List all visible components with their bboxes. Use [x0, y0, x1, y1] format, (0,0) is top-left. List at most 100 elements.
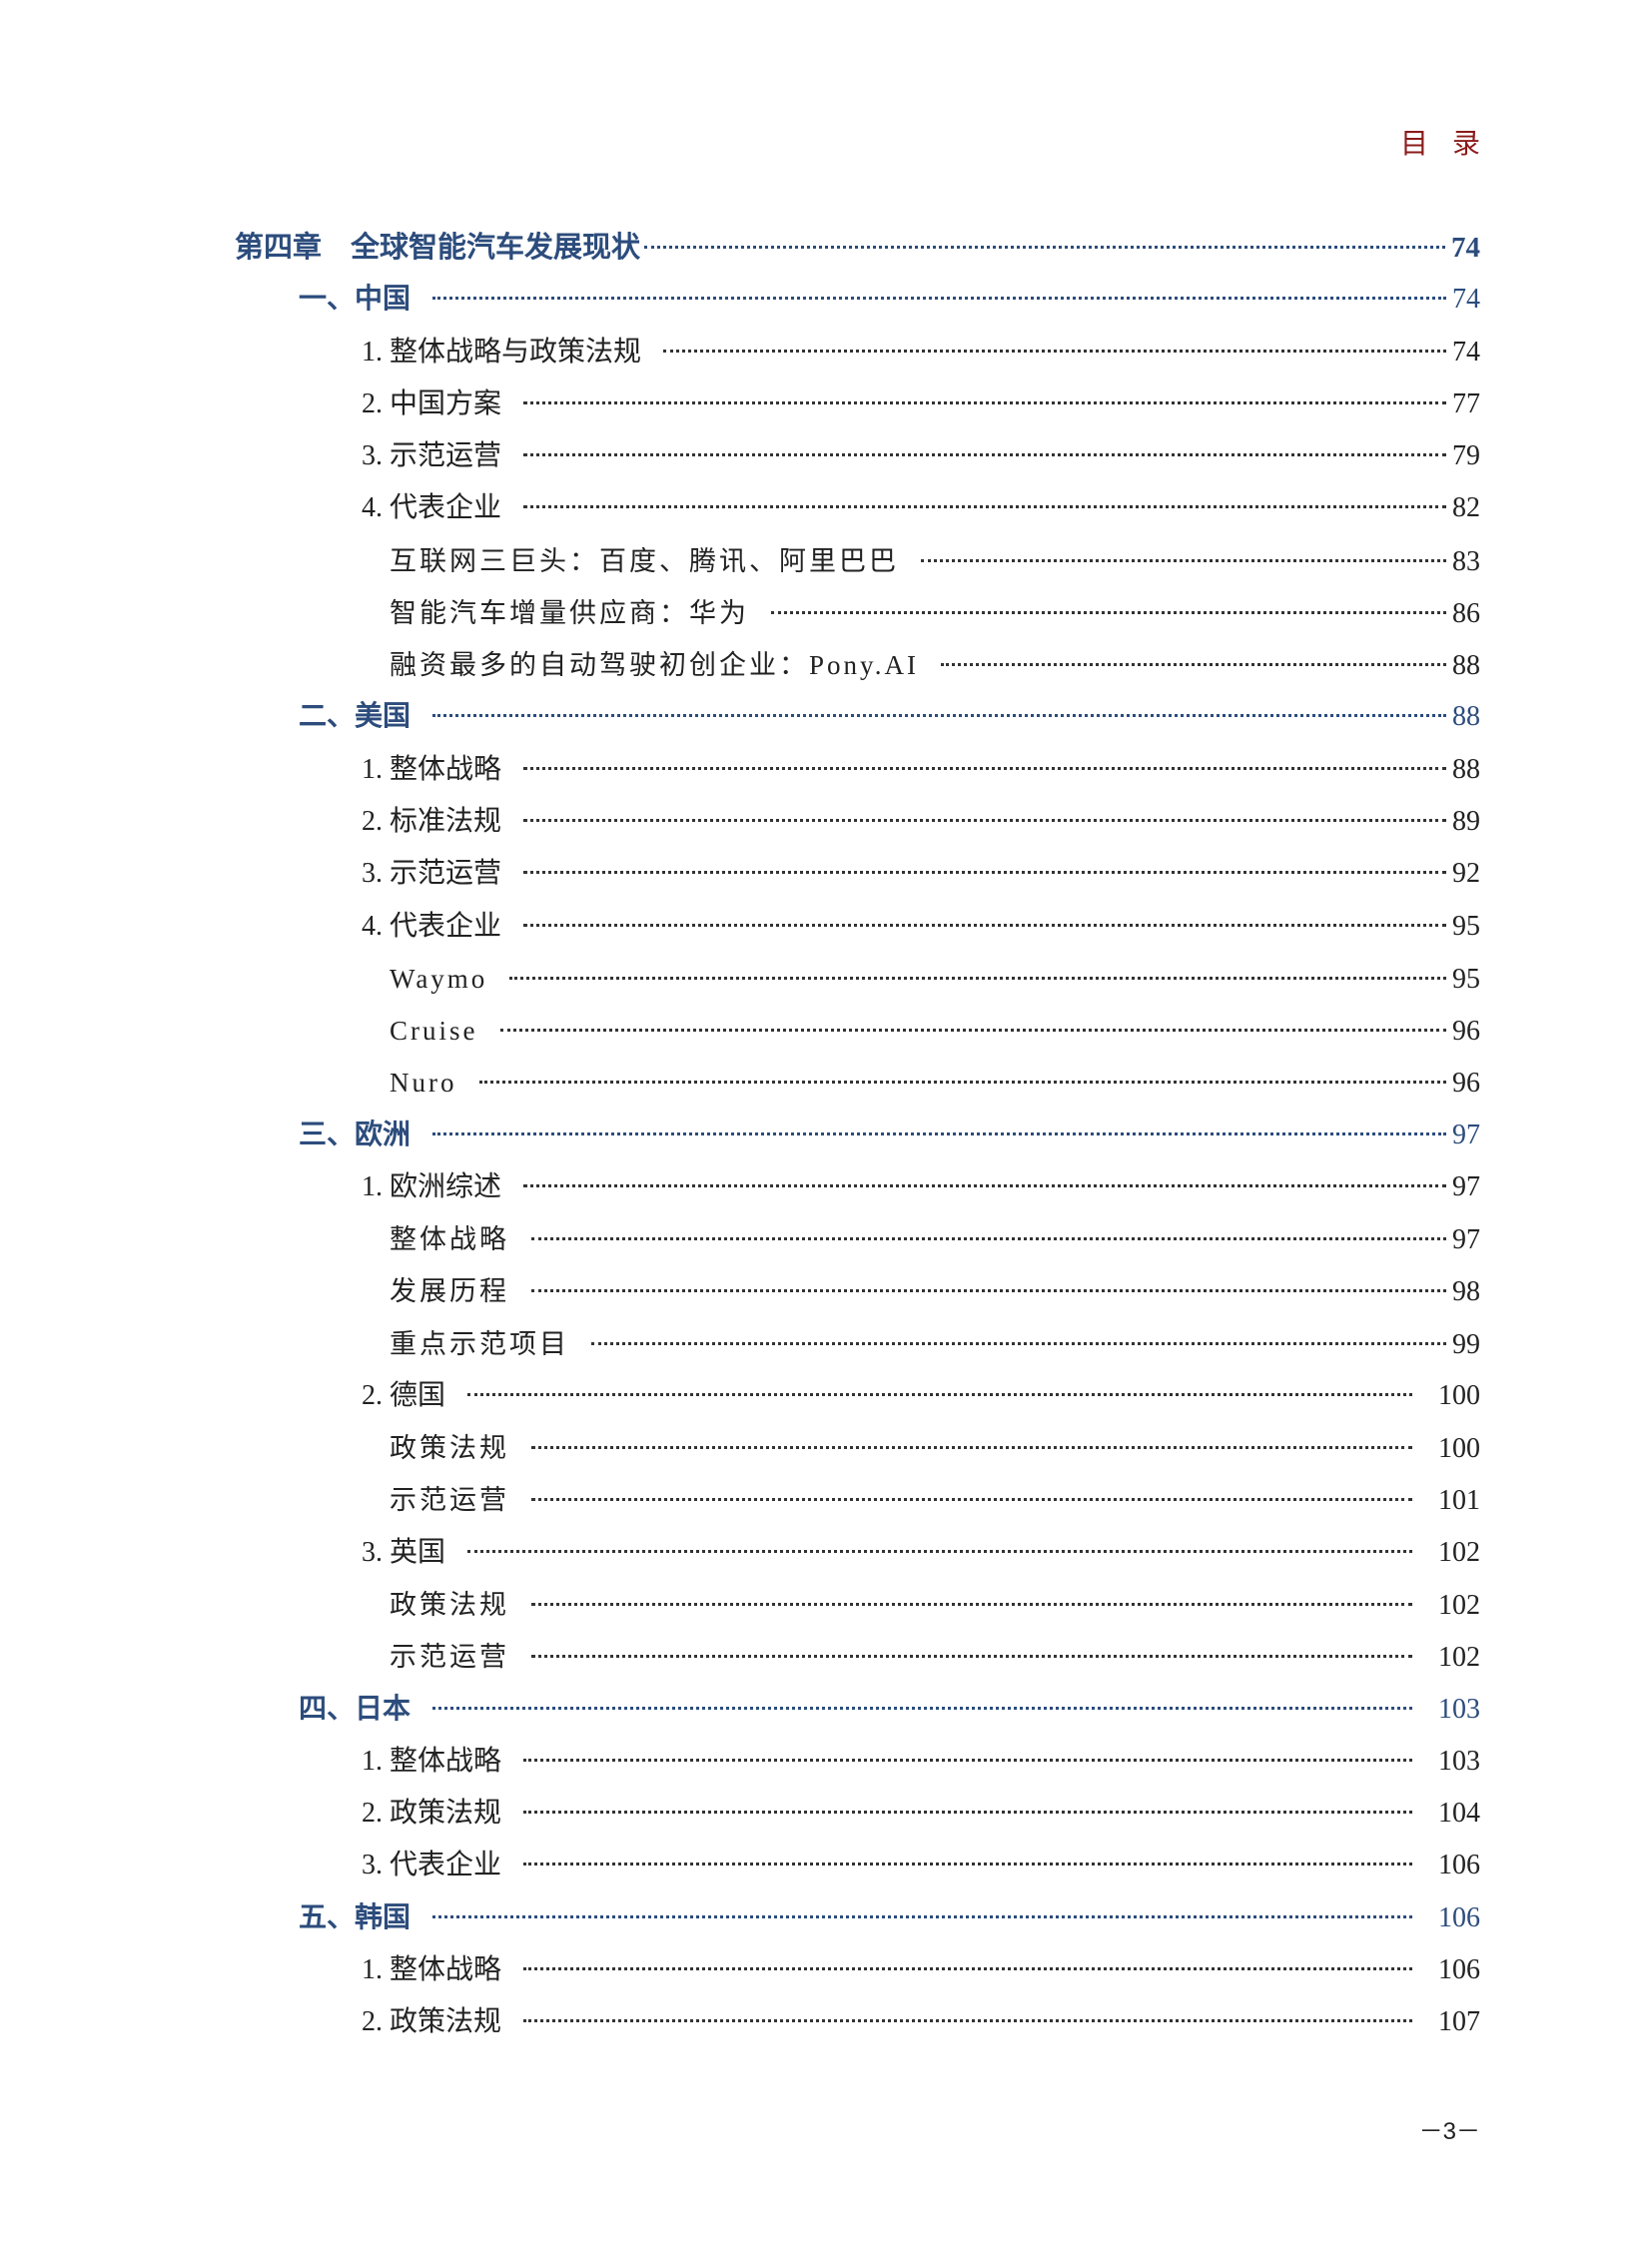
- dot-leader: [432, 1914, 1412, 1918]
- toc-entry[interactable]: 1. 整体战略与政策法规 74: [362, 333, 1480, 373]
- toc-entry[interactable]: 整体战略 97: [390, 1219, 1480, 1259]
- toc-entry[interactable]: 三、欧洲 97: [299, 1116, 1480, 1155]
- dot-leader: [523, 1183, 1446, 1187]
- toc-page-number: 96: [1452, 1068, 1480, 1100]
- toc-entry-label: 政策法规: [390, 1590, 509, 1621]
- toc-entry-label: Nuro: [390, 1068, 457, 1099]
- toc-entry-label: 1. 整体战略: [362, 1953, 502, 1985]
- toc-page-number: 79: [1452, 440, 1480, 472]
- toc-entry-label: 3. 代表企业: [362, 1850, 502, 1881]
- toc-entry-label: 整体战略: [390, 1224, 509, 1255]
- dot-leader: [523, 1811, 1412, 1815]
- toc-page-number: 96: [1452, 1016, 1480, 1048]
- toc-entry[interactable]: 二、美国 88: [299, 697, 1480, 737]
- toc-page-number: 103: [1438, 1745, 1480, 1777]
- toc-entry[interactable]: 融资最多的自动驾驶初创企业：Pony.AI 88: [390, 645, 1480, 685]
- toc-entry-label: 智能汽车增量供应商：华为: [390, 597, 749, 628]
- toc-entry-label: 4. 代表企业: [362, 910, 502, 942]
- toc-entry-label: 二、美国: [299, 701, 412, 733]
- toc-entry[interactable]: 互联网三巨头：百度、腾讯、阿里巴巴 83: [390, 541, 1480, 581]
- toc-entry-label: 1. 欧洲综述: [362, 1170, 502, 1202]
- toc-entry-label: 4. 代表企业: [362, 492, 502, 524]
- toc-page-number: 88: [1452, 650, 1480, 682]
- toc-entry[interactable]: 1. 整体战略 106: [362, 1950, 1480, 1990]
- toc-entry-label: 1. 整体战略: [362, 1745, 502, 1777]
- toc-entry[interactable]: 2. 德国 100: [362, 1376, 1480, 1416]
- toc-entry[interactable]: 1. 欧洲综述 97: [362, 1167, 1480, 1207]
- toc-page-number: 106: [1438, 1850, 1480, 1881]
- toc-entry-label: 重点示范项目: [390, 1328, 569, 1359]
- toc-chapter[interactable]: 第四章 全球智能汽车发展现状 74: [235, 228, 1480, 268]
- toc-entry[interactable]: 4. 代表企业 95: [362, 907, 1480, 947]
- toc-entry[interactable]: 1. 整体战略 88: [362, 750, 1480, 790]
- page-number: －3－: [1418, 2118, 1480, 2145]
- toc-page-number: 77: [1452, 387, 1480, 419]
- toc-entry[interactable]: 智能汽车增量供应商：华为 86: [390, 593, 1480, 633]
- toc-page-number: 104: [1438, 1798, 1480, 1830]
- toc-page-number: 99: [1452, 1328, 1480, 1360]
- dot-leader: [531, 1655, 1412, 1659]
- toc-page-number: 98: [1452, 1276, 1480, 1308]
- toc-page-number: 100: [1438, 1433, 1480, 1465]
- toc-entry[interactable]: 1. 整体战略 103: [362, 1742, 1480, 1782]
- toc-entry-label: 五、韩国: [299, 1901, 412, 1933]
- toc-page-number: 82: [1452, 492, 1480, 524]
- toc-entry-label: 示范运营: [390, 1642, 509, 1673]
- dot-leader: [523, 453, 1446, 457]
- toc-entry-label: 三、欧洲: [299, 1119, 412, 1150]
- toc-entry-label: Cruise: [390, 1016, 478, 1047]
- dot-leader: [523, 871, 1446, 875]
- toc-entry[interactable]: Nuro 96: [390, 1063, 1480, 1103]
- toc-page-number: 86: [1452, 597, 1480, 629]
- toc-entry[interactable]: 示范运营 102: [390, 1637, 1480, 1677]
- toc-entry[interactable]: 四、日本 103: [299, 1690, 1480, 1730]
- toc-entry[interactable]: 3. 示范运营 79: [362, 436, 1480, 476]
- dot-leader: [467, 1392, 1412, 1396]
- toc-entry[interactable]: 五、韩国 106: [299, 1898, 1480, 1938]
- toc-entry-label: 融资最多的自动驾驶初创企业：Pony.AI: [390, 650, 920, 681]
- toc-page-number: 102: [1438, 1536, 1480, 1568]
- toc-page-number: 102: [1438, 1590, 1480, 1622]
- toc-page-number: 92: [1452, 858, 1480, 890]
- dot-leader: [941, 663, 1446, 667]
- toc-page-number: 102: [1438, 1642, 1480, 1674]
- dot-leader: [478, 1081, 1446, 1085]
- toc-page-number: 103: [1438, 1693, 1480, 1725]
- dot-leader: [432, 714, 1446, 718]
- toc-page-number: 83: [1452, 545, 1480, 577]
- toc-entry[interactable]: 示范运营 101: [390, 1480, 1480, 1520]
- toc-entry[interactable]: 2. 标准法规 89: [362, 802, 1480, 842]
- toc-entry[interactable]: 3. 代表企业 106: [362, 1846, 1480, 1885]
- toc-entry[interactable]: 重点示范项目 99: [390, 1324, 1480, 1364]
- toc-entry[interactable]: 2. 政策法规 104: [362, 1794, 1480, 1834]
- dot-leader: [523, 1758, 1412, 1762]
- toc-entry[interactable]: 政策法规 100: [390, 1428, 1480, 1468]
- toc-entry[interactable]: 一、中国 74: [299, 280, 1480, 320]
- toc-entry-label: 第四章 全球智能汽车发展现状: [235, 232, 641, 264]
- toc-entry-label: 互联网三巨头：百度、腾讯、阿里巴巴: [390, 545, 899, 576]
- toc-entry-label: 政策法规: [390, 1433, 509, 1464]
- toc-entry[interactable]: 发展历程 98: [390, 1271, 1480, 1311]
- dot-leader: [523, 400, 1446, 404]
- toc-entry-label: 2. 政策法规: [362, 1798, 502, 1830]
- toc-entry[interactable]: 2. 政策法规 107: [362, 2002, 1480, 2042]
- toc-entry[interactable]: Waymo 95: [390, 959, 1480, 999]
- toc-entry-label: 1. 整体战略与政策法规: [362, 336, 642, 368]
- toc-page-number: 106: [1438, 1953, 1480, 1985]
- toc-entry-label: 3. 示范运营: [362, 858, 502, 890]
- toc-entry[interactable]: 3. 示范运营 92: [362, 854, 1480, 894]
- dot-leader: [531, 1498, 1412, 1502]
- toc-page-number: 107: [1438, 2006, 1480, 2038]
- toc-entry[interactable]: 2. 中国方案 77: [362, 384, 1480, 424]
- toc-entry[interactable]: 4. 代表企业 82: [362, 488, 1480, 528]
- dot-leader: [523, 2019, 1412, 2023]
- toc-entry[interactable]: 政策法规 102: [390, 1585, 1480, 1625]
- toc-page-number: 101: [1438, 1485, 1480, 1517]
- toc-entry[interactable]: Cruise 96: [390, 1011, 1480, 1051]
- dot-leader: [523, 766, 1446, 770]
- dot-leader: [531, 1289, 1446, 1293]
- toc-entry[interactable]: 3. 英国 102: [362, 1533, 1480, 1573]
- dot-leader: [432, 1131, 1446, 1135]
- dot-leader: [499, 1029, 1446, 1033]
- dot-leader: [523, 1863, 1412, 1867]
